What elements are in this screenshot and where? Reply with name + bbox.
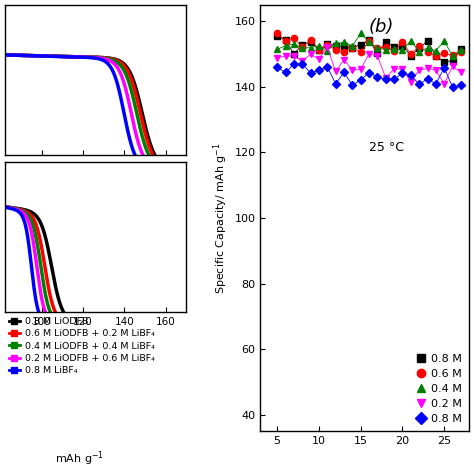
Text: (b): (b) bbox=[369, 18, 394, 36]
Legend: 0.8 M LiODFB, 0.6 M LiODFB + 0.2 M LiBF₄, 0.4 M LiODFB + 0.4 M LiBF₄, 0.2 M LiOD: 0.8 M LiODFB, 0.6 M LiODFB + 0.2 M LiBF₄… bbox=[5, 313, 158, 379]
Legend: 0.8 M, 0.6 M, 0.4 M, 0.2 M, 0.8 M: 0.8 M, 0.6 M, 0.4 M, 0.2 M, 0.8 M bbox=[412, 349, 466, 428]
Text: mAh g$^{-1}$: mAh g$^{-1}$ bbox=[55, 449, 103, 467]
Text: 25 °C: 25 °C bbox=[369, 141, 404, 154]
Y-axis label: Specific Capacity/ mAh g$^{-1}$: Specific Capacity/ mAh g$^{-1}$ bbox=[212, 142, 230, 294]
